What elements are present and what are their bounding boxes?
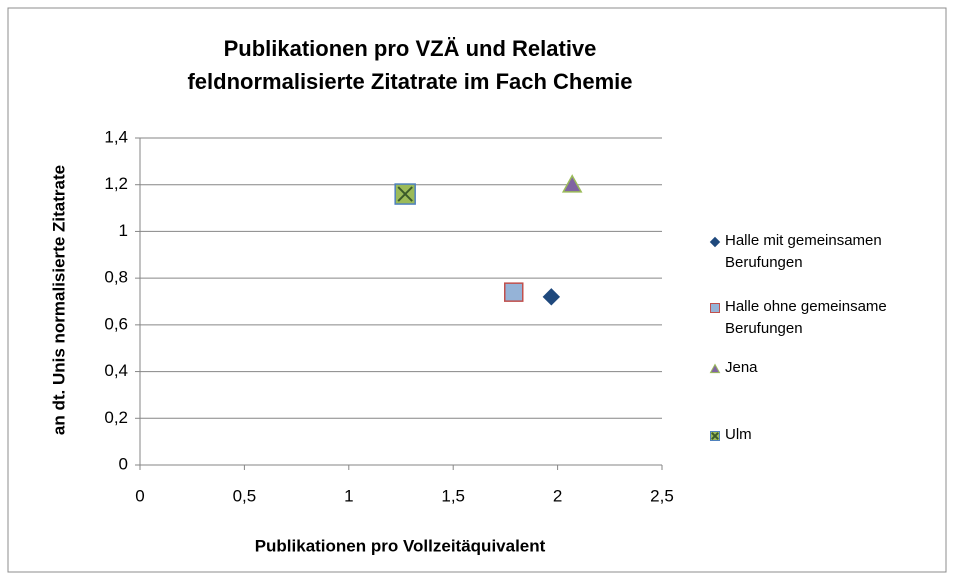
- y-tick-label: 0,8: [104, 268, 128, 287]
- legend-item: Jena: [708, 357, 948, 379]
- y-tick-label: 1,2: [104, 174, 128, 193]
- x-tick-label: 2: [553, 486, 562, 505]
- point: [542, 288, 561, 306]
- point: [394, 183, 416, 205]
- y-tick-label: 1,4: [104, 127, 128, 146]
- point: [709, 363, 721, 374]
- x-tick-label: 0: [135, 486, 144, 505]
- legend-item: Halle ohne gemeinsame Berufungen: [708, 296, 948, 340]
- point-cross: [397, 186, 413, 202]
- point: [710, 431, 720, 441]
- point-body: [710, 303, 720, 313]
- legend-swatch: [710, 431, 720, 441]
- legend-swatch: [709, 363, 721, 374]
- point-cross: [711, 432, 719, 440]
- legend-item: Ulm: [708, 424, 948, 446]
- y-tick-label: 0,4: [104, 361, 128, 380]
- point: [504, 282, 524, 302]
- legend-label: Halle mit gemeinsamen Berufungen: [725, 232, 882, 271]
- x-tick-label: 1: [344, 486, 353, 505]
- x-tick-label: 0,5: [233, 486, 257, 505]
- x-tick-label: 1,5: [441, 486, 465, 505]
- x-tick-label: 2,5: [650, 486, 674, 505]
- legend-label: Jena: [725, 359, 758, 376]
- legend-swatch: [709, 236, 721, 248]
- y-axis-label: an dt. Unis normalisierte Zitatrate: [49, 165, 68, 435]
- point: [710, 303, 720, 313]
- chart-border: [7, 7, 947, 573]
- legend-swatch: [710, 303, 720, 313]
- y-tick-label: 0: [119, 454, 128, 473]
- legend-label: Ulm: [725, 426, 752, 443]
- y-tick-label: 0,6: [104, 314, 128, 333]
- point-body: [504, 282, 524, 302]
- legend-label: Halle ohne gemeinsame Berufungen: [725, 298, 887, 337]
- legend-item: Halle mit gemeinsamen Berufungen: [708, 230, 948, 274]
- x-axis-label: Publikationen pro Vollzeitäquivalent: [255, 536, 546, 555]
- y-tick-label: 1: [119, 221, 128, 240]
- y-tick-label: 0,2: [104, 408, 128, 427]
- point: [561, 174, 583, 193]
- point: [709, 236, 721, 248]
- chart-title: Publikationen pro VZÄ und Relative feldn…: [187, 36, 633, 94]
